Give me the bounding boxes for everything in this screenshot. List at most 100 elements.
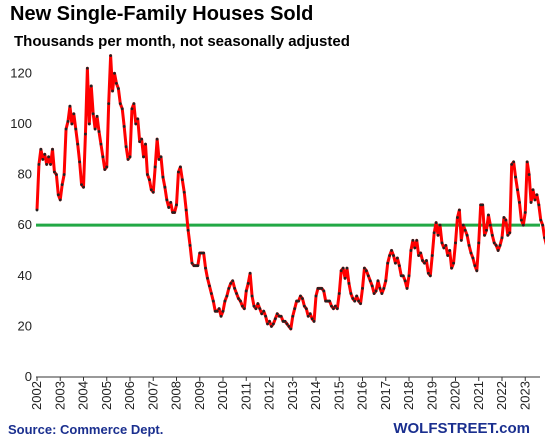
data-point: [184, 208, 188, 212]
data-point: [353, 299, 357, 303]
data-point: [335, 307, 339, 311]
data-point: [233, 287, 237, 290]
data-point: [295, 299, 299, 303]
data-point: [281, 319, 285, 323]
data-point: [421, 259, 424, 262]
data-point: [512, 160, 516, 164]
data-point: [268, 319, 271, 323]
data-point: [289, 327, 293, 331]
data-point: [359, 302, 362, 306]
data-point: [285, 322, 289, 326]
data-point: [318, 287, 322, 290]
data-point: [277, 314, 281, 318]
data-point: [341, 266, 345, 270]
data-point: [423, 261, 426, 265]
data-point: [395, 256, 399, 260]
x-tick-label: 2007: [145, 381, 160, 410]
data-point: [523, 211, 527, 214]
x-tick-label: 2006: [122, 381, 137, 410]
data-point: [461, 223, 465, 227]
data-point: [237, 297, 240, 300]
data-point: [138, 140, 142, 144]
data-point: [258, 307, 262, 311]
data-point: [521, 223, 525, 227]
data-point: [326, 299, 330, 303]
data-point: [454, 241, 457, 245]
data-point: [403, 279, 407, 283]
data-point: [339, 269, 343, 273]
data-point: [378, 287, 382, 290]
data-point: [93, 127, 97, 131]
data-point: [463, 228, 467, 232]
data-point: [496, 249, 500, 252]
data-point: [49, 163, 52, 166]
data-point: [450, 266, 454, 270]
data-point: [235, 292, 238, 295]
data-point: [275, 312, 279, 316]
data-point: [118, 102, 122, 106]
data-point: [147, 178, 151, 182]
brand-logo: WOLFSTREET.com: [393, 420, 530, 437]
x-tick-label: 2005: [99, 381, 114, 410]
data-point: [103, 168, 107, 171]
data-point: [349, 292, 353, 295]
data-point: [405, 287, 409, 290]
x-tick-label: 2014: [308, 381, 323, 410]
data-point: [198, 251, 202, 255]
data-point: [136, 117, 140, 121]
data-point: [229, 281, 233, 285]
data-point: [492, 241, 496, 245]
data-point: [217, 307, 221, 311]
data-point: [343, 276, 347, 280]
x-tick-label: 2008: [169, 381, 184, 410]
data-point: [37, 163, 41, 166]
data-point: [157, 157, 161, 161]
data-point: [488, 223, 492, 227]
data-point: [244, 289, 248, 293]
x-tick-label: 2004: [76, 381, 91, 410]
data-point: [390, 249, 393, 252]
data-point: [374, 289, 378, 293]
data-point: [498, 244, 502, 247]
data-point: [475, 269, 479, 273]
data-point: [202, 251, 206, 255]
data-point: [264, 314, 268, 318]
data-point: [209, 292, 213, 295]
data-point: [465, 233, 469, 237]
data-point: [165, 198, 169, 202]
data-point: [368, 279, 372, 283]
data-point: [171, 211, 175, 214]
data-point: [413, 246, 417, 250]
data-point: [215, 309, 219, 313]
data-point: [186, 228, 190, 232]
data-point: [302, 304, 306, 308]
y-tick-label: 0: [25, 369, 32, 384]
data-point: [332, 307, 335, 311]
data-point: [487, 213, 490, 217]
data-point: [376, 279, 380, 283]
data-point: [355, 294, 359, 298]
data-point: [248, 271, 252, 275]
data-point: [297, 299, 300, 303]
data-point: [194, 264, 198, 268]
data-point: [304, 307, 308, 311]
source-note: Source: Commerce Dept.: [8, 422, 164, 437]
x-tick-label: 2023: [517, 381, 532, 410]
data-point: [169, 200, 173, 204]
data-point: [394, 261, 397, 265]
data-point: [60, 183, 64, 187]
x-tick-label: 2018: [401, 381, 416, 410]
data-point: [35, 208, 39, 212]
data-point: [434, 221, 438, 225]
data-point: [270, 324, 273, 328]
data-point: [392, 254, 395, 257]
data-point: [529, 200, 533, 204]
x-tick-label: 2020: [448, 381, 463, 410]
data-point: [397, 264, 401, 268]
data-point: [144, 142, 147, 146]
data-point: [146, 173, 149, 176]
data-point: [539, 218, 543, 222]
data-point: [426, 271, 430, 275]
data-point: [240, 304, 244, 308]
data-point: [500, 236, 504, 240]
